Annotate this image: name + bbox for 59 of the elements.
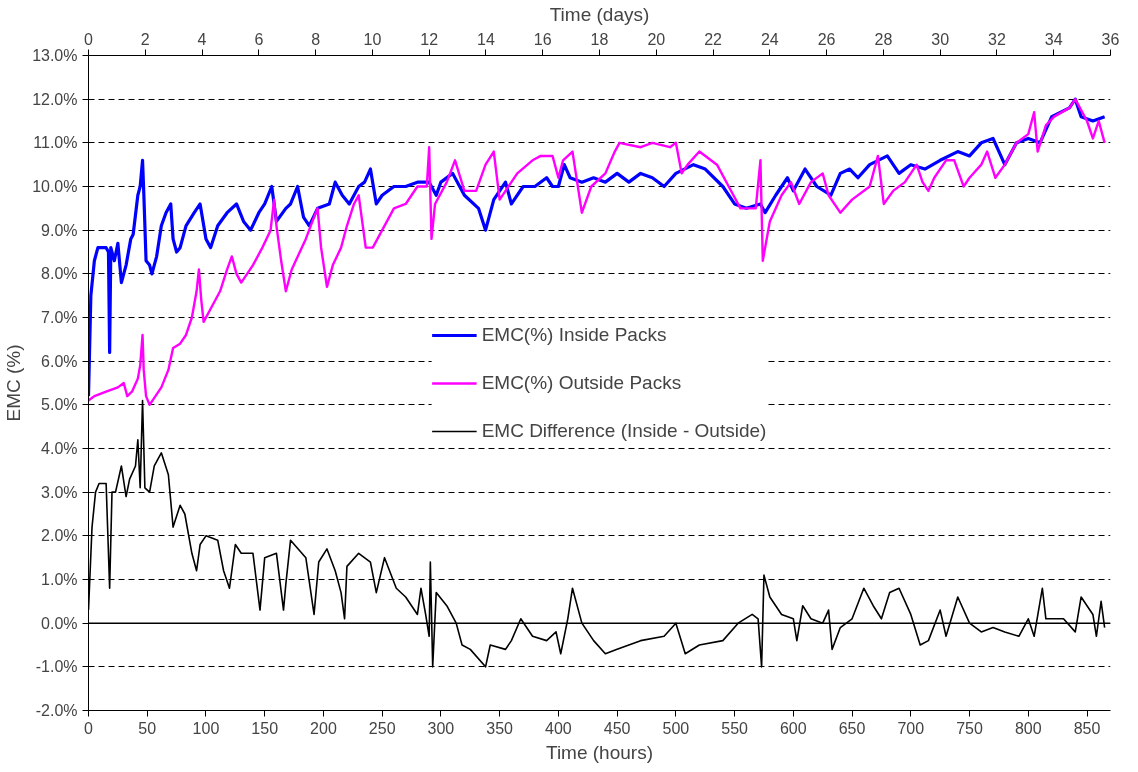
x2-tick-label: 14 xyxy=(477,30,495,48)
x-tick-label: 750 xyxy=(956,719,983,737)
y-tick-label: 2.0% xyxy=(41,527,78,545)
y-tick-label: -1.0% xyxy=(35,658,78,676)
y-tick-label: 11.0% xyxy=(33,134,78,152)
y-tick-label: 12.0% xyxy=(32,90,78,108)
y-tick-label: 13.0% xyxy=(32,47,78,64)
x-tick-label: 300 xyxy=(427,719,455,737)
x-tick-label: 250 xyxy=(368,719,396,737)
x-tick-label: 400 xyxy=(545,719,572,737)
y-tick-label: -2.0% xyxy=(35,702,78,719)
x-tick-label: 800 xyxy=(1014,719,1042,737)
x-tick-label: 500 xyxy=(662,719,690,737)
y-tick-label: 0.0% xyxy=(41,614,78,632)
legend-label: EMC(%) Inside Packs xyxy=(481,322,667,347)
x-tick-label: 450 xyxy=(603,719,631,737)
x2-tick-label: 18 xyxy=(590,30,609,48)
x-tick-label: 0 xyxy=(84,719,94,737)
y-tick-label: 8.0% xyxy=(41,265,78,283)
x2-tick-label: 30 xyxy=(931,30,950,48)
x2-tick-label: 28 xyxy=(874,30,893,48)
x2-tick-label: 34 xyxy=(1044,30,1063,48)
x2-tick-label: 0 xyxy=(84,30,94,48)
x2-tick-label: 16 xyxy=(533,30,552,48)
x2-tick-label: 20 xyxy=(647,30,666,48)
x-tick-label: 350 xyxy=(486,719,514,737)
y-tick-label: 1.0% xyxy=(41,571,78,588)
y-tick-label: 10.0% xyxy=(32,178,78,195)
y-tick-label: 3.0% xyxy=(41,483,78,501)
x-tick-label: 700 xyxy=(897,719,925,737)
y-tick-label: 7.0% xyxy=(41,309,78,326)
x2-tick-label: 12 xyxy=(420,30,439,48)
x-tick-label: 550 xyxy=(721,719,749,737)
x2-tick-label: 4 xyxy=(197,30,207,48)
y-tick-label: 4.0% xyxy=(41,440,78,457)
x2-tick-label: 36 xyxy=(1101,30,1120,48)
y-tick-label: 9.0% xyxy=(41,221,78,239)
x2-tick-label: 22 xyxy=(704,30,723,48)
legend-label: EMC Difference (Inside - Outside) xyxy=(481,418,767,443)
x2-tick-label: 32 xyxy=(988,30,1006,48)
x-tick-label: 100 xyxy=(192,719,220,737)
x-tick-label: 850 xyxy=(1073,719,1101,737)
x2-tick-label: 26 xyxy=(817,30,836,48)
x2-axis-title: Time (days) xyxy=(549,3,650,25)
x2-tick-label: 6 xyxy=(254,30,264,48)
y-tick-label: 6.0% xyxy=(41,352,78,370)
x-tick-label: 200 xyxy=(310,719,337,737)
x2-tick-label: 2 xyxy=(140,30,150,48)
x2-tick-label: 8 xyxy=(311,30,321,48)
x2-tick-label: 24 xyxy=(760,30,779,48)
legend-label: EMC(%) Outside Packs xyxy=(481,370,682,395)
x2-tick-label: 10 xyxy=(363,30,382,48)
x-tick-label: 150 xyxy=(251,719,279,737)
y-tick-label: 5.0% xyxy=(41,396,78,414)
x-tick-label: 50 xyxy=(138,719,157,737)
x-axis-title: Time (hours) xyxy=(546,741,653,763)
y-axis-title: EMC (%) xyxy=(3,344,25,422)
x-tick-label: 600 xyxy=(779,719,807,737)
x-tick-label: 650 xyxy=(838,719,866,737)
